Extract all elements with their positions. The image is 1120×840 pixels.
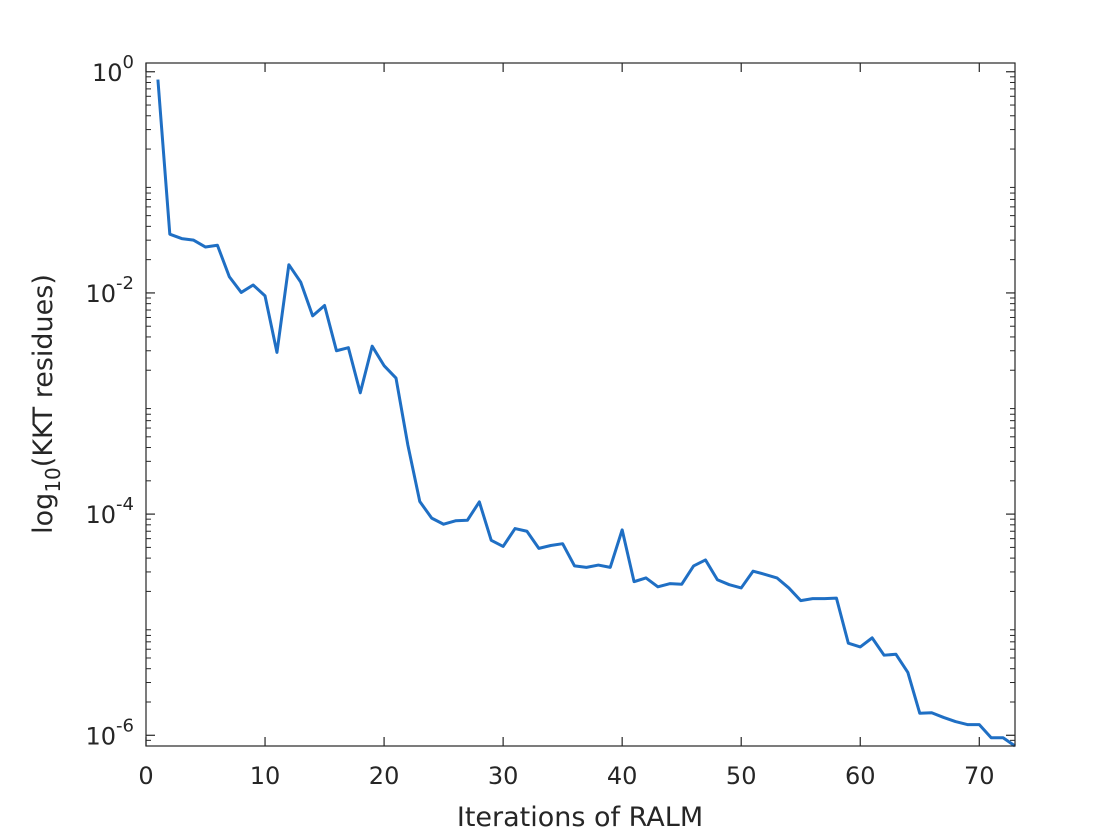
series-line [156, 79, 1016, 748]
y-tick-label: 10-2 [86, 273, 135, 308]
x-tick-label: 40 [607, 762, 638, 790]
major-ticks [145, 63, 1015, 746]
y-tick-label: 10-4 [86, 494, 135, 529]
x-tick-label: 0 [138, 762, 153, 790]
x-tick-label: 10 [250, 762, 281, 790]
y-minor-ticks [146, 76, 1015, 747]
y-tick-label: 100 [92, 52, 134, 87]
x-tick-labels: 0 10 20 30 40 50 60 70 [138, 762, 994, 790]
y-axis-label-rest: (KKT residues) [28, 274, 59, 467]
y-tick-label: 10-6 [86, 715, 135, 750]
y-tick-labels: 100 10-2 10-4 10-6 [86, 52, 135, 751]
y-axis-label-main: log [28, 493, 59, 534]
x-tick-label: 50 [726, 762, 757, 790]
x-tick-label: 20 [369, 762, 400, 790]
x-tick-label: 70 [964, 762, 995, 790]
x-axis-label: Iterations of RALM [457, 802, 703, 833]
plot-area [146, 63, 1015, 746]
x-tick-label: 30 [488, 762, 519, 790]
y-axis-label: log10(KKT residues) [28, 274, 65, 534]
x-tick-label: 60 [845, 762, 876, 790]
y-axis-label-subscript: 10 [41, 467, 65, 492]
axes-box [145, 62, 1016, 747]
